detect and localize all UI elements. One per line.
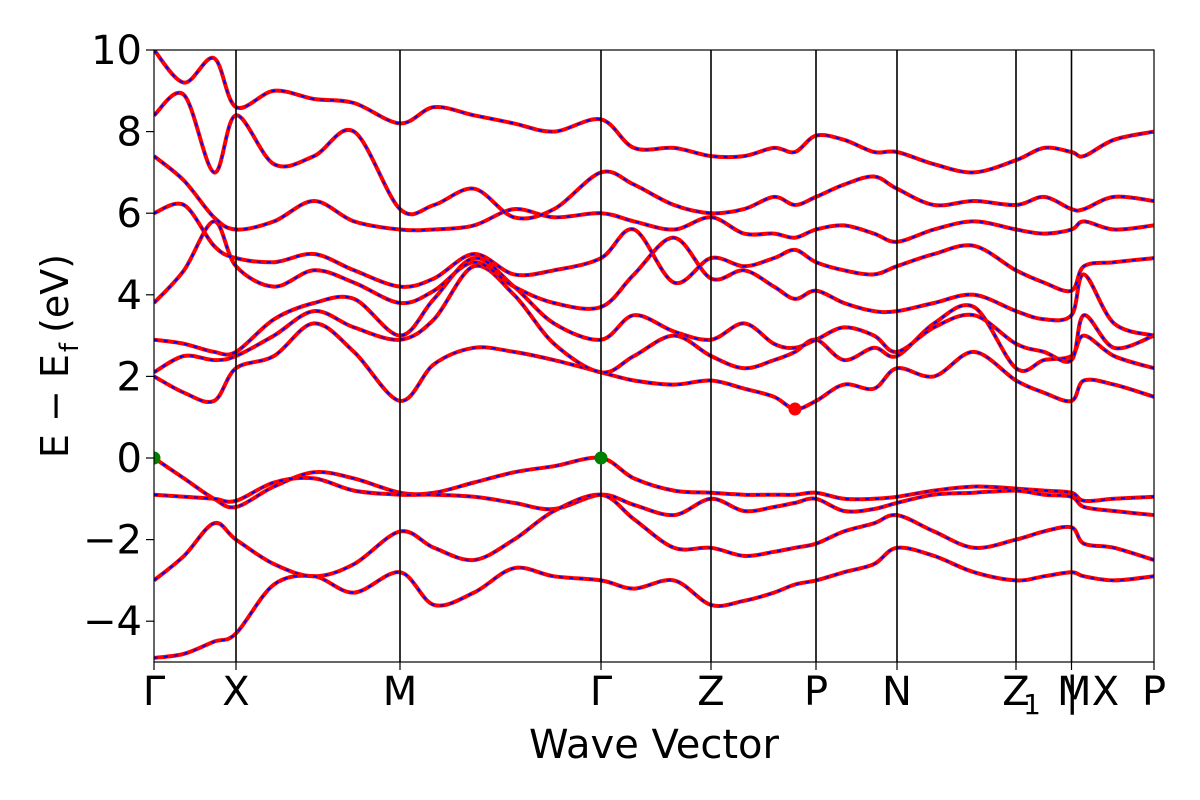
y-tick-label: 4 (117, 273, 142, 319)
x-tick-label: N (882, 669, 912, 715)
y-tick-label: −4 (83, 599, 142, 645)
y-tick-label: 8 (117, 110, 142, 156)
y-axis-label-sub: f (55, 342, 85, 352)
x-tick-label: M (383, 669, 418, 715)
band-line-overlay-9 (154, 202, 1154, 293)
band-line-overlay-4 (154, 546, 1154, 659)
x-tick-label: Γ (590, 669, 613, 715)
y-axis-label-main: E − E (33, 354, 77, 458)
x-tick-label: Z (1002, 669, 1029, 715)
band-line-3 (154, 492, 1154, 582)
x-tick-label: P (804, 669, 828, 715)
y-axis-label-unit: (eV) (33, 254, 77, 333)
vbm-marker (154, 451, 161, 465)
y-tick-label: 2 (117, 354, 142, 400)
band-line-12 (154, 50, 1154, 175)
band-line-overlay-1 (154, 456, 1154, 509)
x-tick-label: X (222, 669, 249, 715)
band-lines (154, 50, 1154, 660)
y-tick-label: −2 (83, 518, 142, 564)
band-line-9 (154, 201, 1154, 294)
cbm-marker (788, 402, 802, 416)
band-edge-markers (154, 402, 802, 465)
y-tick-label: 0 (117, 436, 142, 482)
y-axis: −4 −2 0 2 4 6 8 10 (83, 28, 154, 645)
y-tick-label: 6 (117, 191, 142, 237)
band-line-6 (154, 263, 1154, 375)
x-tick-label: M (1057, 669, 1092, 715)
y-tick-label: 10 (91, 28, 142, 74)
x-axis-label: Wave Vector (529, 722, 780, 768)
band-line-11 (154, 90, 1154, 221)
band-line-overlay-6 (154, 264, 1154, 374)
band-line-8 (154, 219, 1154, 338)
band-line-overlay-11 (154, 91, 1154, 220)
high-symmetry-lines (235, 50, 1073, 662)
band-line-overlay-10 (154, 155, 1154, 243)
band-line-10 (154, 154, 1154, 244)
band-line-1 (154, 455, 1154, 510)
x-tick-label: P (1142, 669, 1166, 715)
band-line-overlay-8 (154, 220, 1154, 337)
x-tick-label: | X (1066, 669, 1120, 715)
x-tick-label: Z (697, 669, 724, 715)
x-tick-label-subscript: 1 (1023, 688, 1041, 721)
band-line-overlay-12 (154, 50, 1154, 174)
vbm-marker (594, 451, 608, 465)
band-line-2 (154, 475, 1154, 518)
plot-frame (153, 49, 1155, 663)
y-axis-label: E − E f (eV) (33, 254, 85, 458)
band-line-4 (154, 545, 1154, 660)
x-tick-label: Γ (143, 669, 166, 715)
